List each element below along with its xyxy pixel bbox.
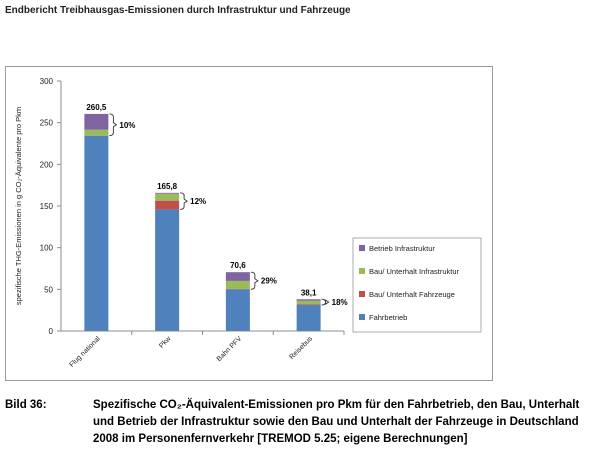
legend-swatch [359,291,365,297]
bar-segment [226,281,250,289]
bar-segment [297,304,321,305]
share-bracket [180,193,187,210]
document-header: Endbericht Treibhausgas-Emissionen durch… [5,5,351,16]
bar-segment [297,305,321,331]
y-tick-label: 50 [44,285,53,294]
legend-label: Bau/ Unterhalt Infrastruktur [369,267,460,276]
x-tick-label: Reisebus [288,335,314,361]
bar-segment [226,272,250,281]
bar-segment [226,289,250,331]
stacked-bar-chart: 0 50 100 150 200 250 300 spezifische THG-Emissi… [6,67,492,380]
y-tick-label: 100 [40,244,54,253]
share-bracket [109,114,116,136]
legend-swatch [359,314,365,320]
x-tick-label: Flug national [68,335,102,369]
legend-label: Bau/ Unterhalt Fahrzeuge [369,290,455,299]
bar-segment [84,136,108,331]
total-value-label: 38,1 [301,288,317,297]
x-tick-label: Bahn PFV [216,335,244,363]
bar-segment [155,209,179,331]
y-tick-label: 200 [40,160,54,169]
share-percent-label: 10% [119,121,135,130]
legend-label: Fahrbetrieb [369,313,407,322]
legend-swatch [359,268,365,274]
y-tick-label: 0 [49,327,54,336]
total-value-label: 165,8 [157,182,178,191]
chart-frame: 0 50 100 150 200 250 300 spezifische THG-Emissi… [5,66,493,381]
y-tick-label: 250 [40,119,54,128]
share-bracket [322,299,329,305]
x-tick-label: Pkw [158,335,173,350]
bar-segment [155,194,179,201]
caption-label: Bild 36: [5,397,47,414]
total-value-label: 260,5 [86,103,107,112]
total-value-label: 70,6 [230,261,246,270]
share-percent-label: 18% [332,298,348,307]
y-axis-label: spezifische THG-Emissionen in g CO₂-Äqui… [14,107,23,305]
y-tick-label: 300 [40,77,54,86]
legend-label: Betrieb Infrastruktur [369,244,435,253]
bar-segment [155,201,179,210]
caption-text: Spezifische CO₂-Äquivalent-Emissionen pr… [93,397,593,448]
bar-segment [84,114,108,130]
bar-segment [155,193,179,194]
bar-segment [297,299,321,301]
y-tick-label: 150 [40,202,54,211]
legend-swatch [359,245,365,251]
share-percent-label: 29% [261,277,277,286]
share-bracket [251,272,258,289]
share-percent-label: 12% [190,197,206,206]
bar-segment [297,301,321,304]
bar-segment [84,130,108,136]
